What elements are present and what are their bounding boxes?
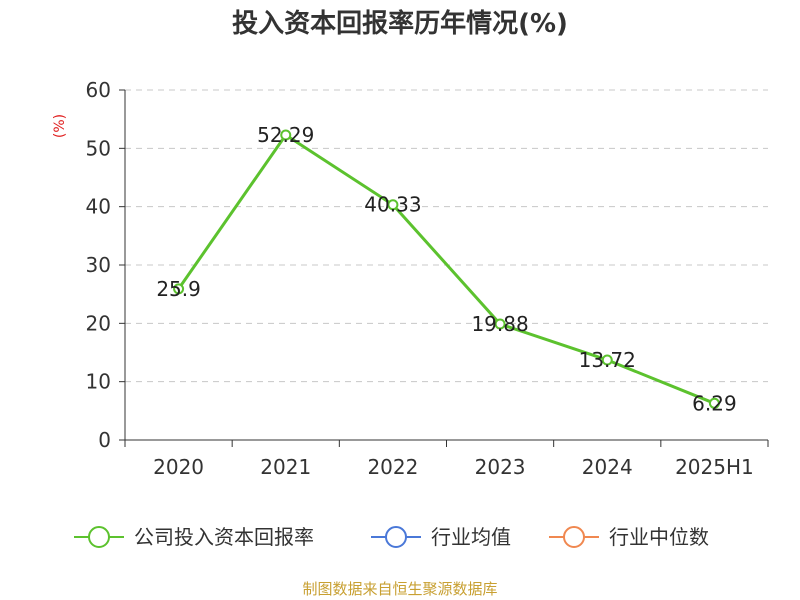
y-tick-label: 40 (86, 195, 111, 219)
legend: 公司投入资本回报率 行业均值 行业中位数 (74, 525, 709, 549)
y-tick-label: 50 (86, 136, 111, 160)
x-tick-label: 2020 (153, 455, 204, 479)
data-label: 40.33 (364, 193, 421, 217)
data-point (280, 129, 292, 141)
x-tick-label: 2024 (582, 455, 633, 479)
source-note: 制图数据来自恒生聚源数据库 (302, 580, 497, 598)
legend-marker (563, 526, 585, 548)
y-tick-labels: 0 10 20 30 40 50 60 (86, 78, 111, 452)
grid-lines (125, 89, 768, 383)
x-tick-label: 2023 (475, 455, 526, 479)
legend-label: 行业中位数 (609, 525, 709, 549)
x-tick-label: 2022 (367, 455, 418, 479)
data-label: 13.72 (579, 348, 636, 372)
legend-label: 公司投入资本回报率 (134, 525, 314, 549)
legend-marker (88, 526, 110, 548)
data-label: 19.88 (471, 312, 528, 336)
x-tick-label: 2025H1 (675, 455, 754, 479)
y-tick-label: 20 (86, 311, 111, 335)
y-tick-label: 30 (86, 253, 111, 277)
legend-label: 行业均值 (431, 525, 511, 549)
data-label: 25.9 (156, 277, 201, 301)
legend-marker (385, 526, 407, 548)
x-tick-label: 2021 (260, 455, 311, 479)
series-group (173, 129, 720, 409)
data-point (708, 397, 720, 409)
x-tick-labels: 2020 2021 2022 2023 2024 2025H1 (153, 455, 754, 479)
data-point (601, 354, 613, 366)
data-point (387, 199, 399, 211)
y-tick-label: 60 (86, 78, 111, 102)
series-line (177, 133, 715, 405)
data-label: 52.29 (257, 123, 314, 147)
y-tick-label: 0 (98, 428, 111, 452)
y-axis-unit: (%) (52, 114, 68, 138)
data-labels: 25.9 52.29 40.33 19.88 13.72 6.29 (156, 123, 736, 415)
axes (119, 89, 769, 447)
chart-title: 投入资本回报率历年情况(%) (232, 8, 568, 39)
data-point (173, 283, 185, 295)
data-label: 6.29 (692, 391, 737, 415)
y-tick-label: 10 (86, 370, 111, 394)
data-point (494, 318, 506, 330)
